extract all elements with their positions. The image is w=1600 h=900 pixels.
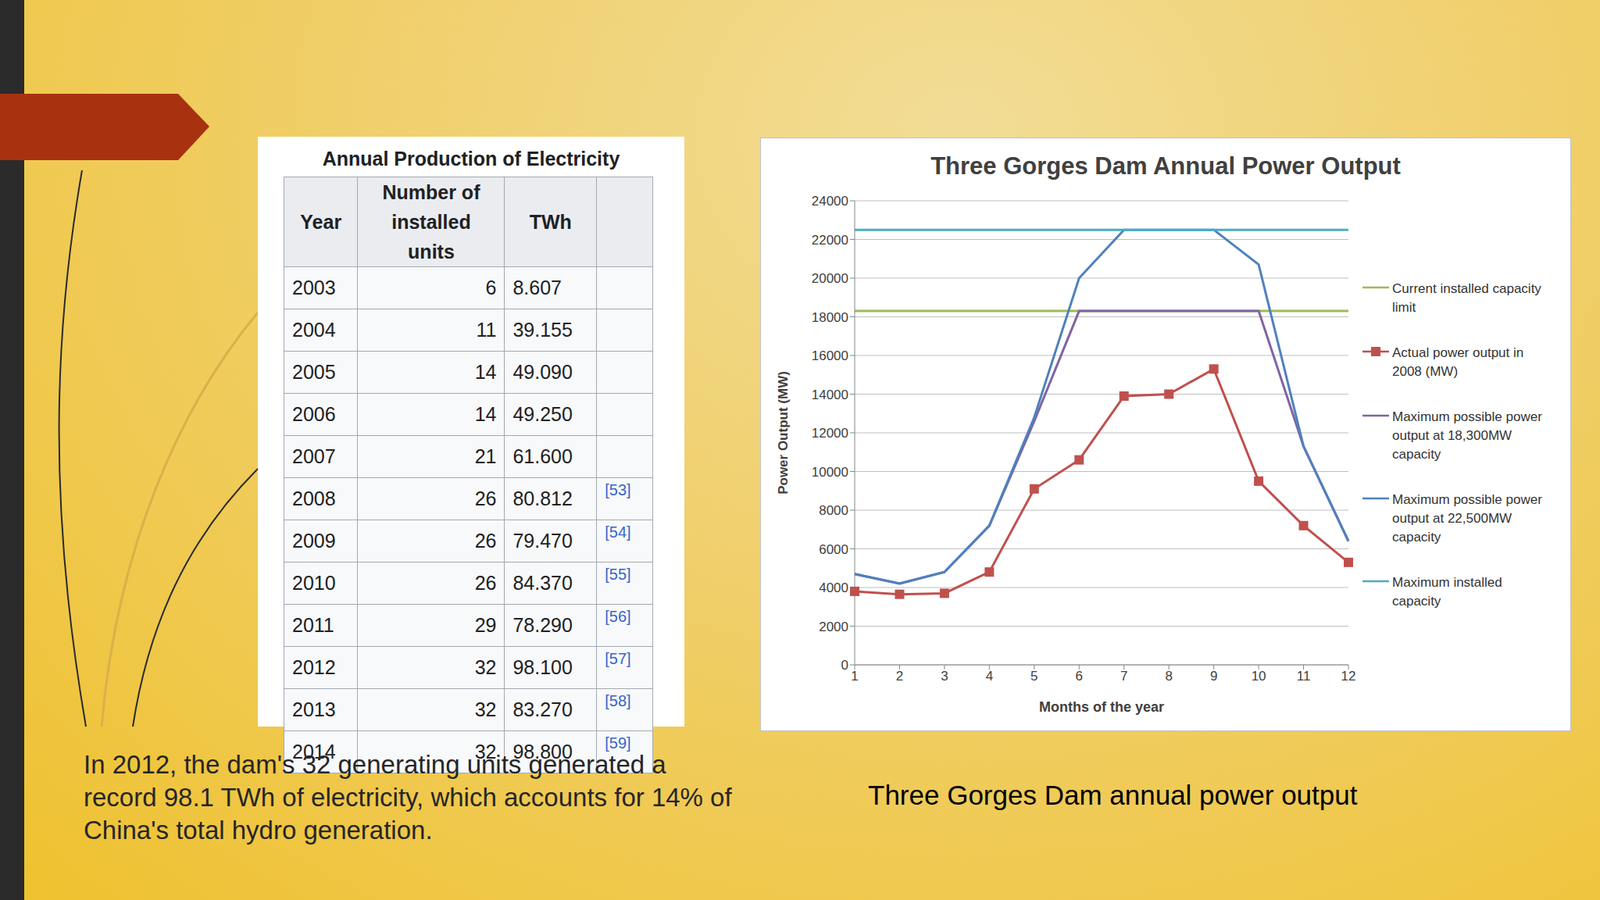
html-text:39.155: 39.155	[512, 318, 573, 341]
html-text:Three Gorges Dam annual power: Three Gorges Dam annual power output	[867, 779, 1358, 811]
svg-text:14000: 14000	[811, 387, 849, 403]
html-text:80.812: 80.812	[512, 487, 573, 510]
html-text:2012: 2012	[292, 656, 336, 679]
html-text:Maximum possible power output: Maximum possible power output at 18,300M…	[1392, 409, 1543, 462]
svg-text:12: 12	[1341, 668, 1357, 684]
html-text:2009: 2009	[292, 529, 336, 552]
html-text:11: 11	[476, 318, 497, 341]
html-text:2013: 2013	[292, 698, 336, 721]
html-text:21: 21	[474, 445, 497, 468]
svg-text:22000: 22000	[811, 232, 849, 248]
html-text:61.600: 61.600	[512, 445, 573, 468]
svg-text:8: 8	[1164, 668, 1172, 684]
html-text:6: 6	[485, 276, 497, 299]
svg-text:0: 0	[841, 657, 849, 673]
html-text:26: 26	[474, 571, 497, 594]
html-text:84.370: 84.370	[512, 571, 573, 594]
svg-text:24000: 24000	[811, 193, 849, 209]
html-text:Number of installed units: Number of installed units	[382, 181, 481, 263]
html-text:2006: 2006	[292, 403, 336, 425]
svg-text:4000: 4000	[818, 580, 849, 596]
svg-text:2000: 2000	[818, 619, 849, 635]
svg-text:12000: 12000	[811, 425, 849, 441]
html-text:98.100: 98.100	[512, 656, 573, 679]
html-text:Annual Production of Electrici: Annual Production of Electricity	[322, 147, 620, 170]
html-text:2005: 2005	[292, 360, 336, 383]
html-text:Actual power output in 2008 (M: Actual power output in 2008 (MW)	[1392, 345, 1524, 379]
html-text:32: 32	[474, 740, 497, 763]
html-text:14: 14	[474, 403, 497, 425]
html-text:In 2012, the dam's 32 generati: In 2012, the dam's 32 generating units g…	[83, 750, 732, 845]
svg-text:20000: 20000	[811, 271, 849, 286]
html-text:Maximum possible power output: Maximum possible power output at 22,500M…	[1392, 492, 1543, 545]
html-text:2010: 2010	[292, 571, 336, 594]
html-text:2011: 2011	[292, 614, 335, 636]
svg-text:5: 5	[1030, 668, 1038, 684]
html-text:26: 26	[474, 487, 497, 510]
html-text:78.290: 78.290	[512, 614, 573, 636]
html-text:29: 29	[474, 614, 497, 636]
html-text:[59]: [59]	[604, 734, 631, 752]
html-text:2003: 2003	[292, 276, 336, 299]
html-text:[56]: [56]	[604, 607, 631, 625]
html-text:[53]: [53]	[604, 481, 631, 499]
html-text:32: 32	[474, 698, 497, 721]
html-text:[55]: [55]	[604, 565, 631, 583]
html-text:[54]: [54]	[604, 523, 631, 541]
svg-text:7: 7	[1120, 668, 1128, 684]
html-text:49.090: 49.090	[512, 360, 573, 383]
html-text:TWh: TWh	[529, 210, 572, 233]
svg-text:Months of the year: Months of the year	[1039, 699, 1165, 715]
html-text:2004: 2004	[292, 318, 336, 341]
html-text:Three Gorges Dam Annual Power: Three Gorges Dam Annual Power Output	[930, 152, 1401, 180]
html-text:8.607: 8.607	[512, 276, 562, 299]
html-text:[58]: [58]	[604, 692, 631, 710]
svg-text:8000: 8000	[818, 503, 849, 518]
html-text:Maximum installed capacity: Maximum installed capacity	[1392, 575, 1503, 609]
html-text:32: 32	[474, 656, 497, 679]
html-text:2014: 2014	[292, 740, 336, 763]
html-text:2008: 2008	[292, 487, 336, 510]
html-text:98.800: 98.800	[512, 740, 573, 763]
html-text:26: 26	[474, 529, 497, 552]
svg-text:2: 2	[896, 668, 904, 684]
svg-text:3: 3	[940, 668, 948, 684]
svg-text:6: 6	[1075, 668, 1083, 684]
svg-text:16000: 16000	[811, 348, 849, 364]
svg-text:18000: 18000	[811, 310, 849, 325]
html-text:83.270: 83.270	[512, 698, 573, 721]
svg-text:10000: 10000	[811, 464, 849, 480]
html-text:14: 14	[474, 360, 497, 383]
html-text:Year: Year	[300, 210, 342, 233]
svg-text:1: 1	[850, 668, 858, 684]
svg-text:11: 11	[1296, 668, 1311, 684]
svg-text:10: 10	[1251, 668, 1267, 684]
svg-text:Power Output (MW): Power Output (MW)	[775, 371, 791, 495]
html-text:Current installed capacity lim: Current installed capacity limit	[1392, 281, 1542, 315]
svg-text:9: 9	[1210, 668, 1218, 684]
html-text:2007: 2007	[292, 445, 336, 468]
html-text:79.470: 79.470	[512, 529, 573, 552]
html-text:[57]: [57]	[604, 650, 631, 668]
svg-text:4: 4	[985, 668, 993, 684]
svg-text:6000: 6000	[818, 542, 849, 558]
html-text:49.250: 49.250	[512, 403, 573, 425]
